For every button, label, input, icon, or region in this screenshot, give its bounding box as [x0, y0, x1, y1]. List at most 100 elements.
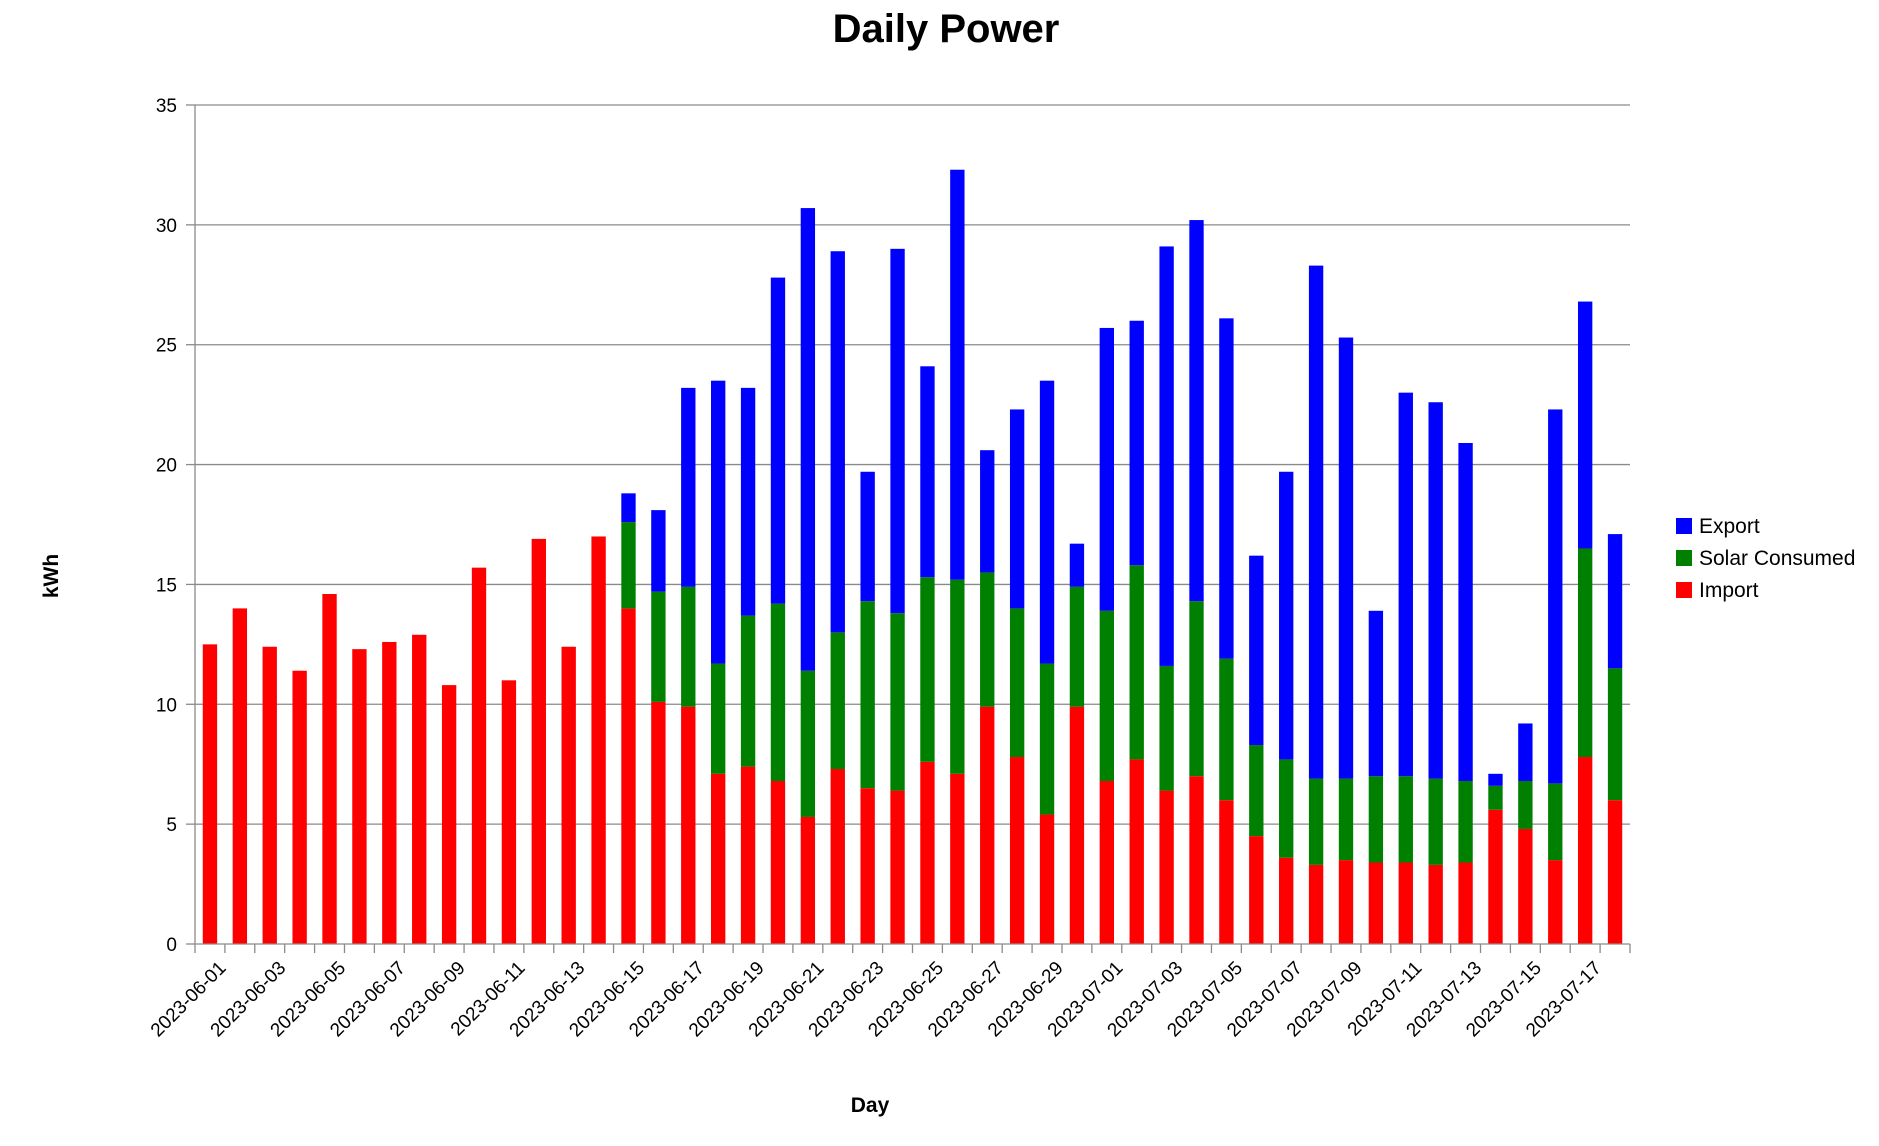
- bar-import-2023-06-22: [830, 769, 845, 944]
- bar-import-2023-06-14: [591, 536, 606, 944]
- y-tick-label: 25: [156, 336, 177, 357]
- y-tick-label: 15: [156, 575, 177, 596]
- bar-solar-consumed-2023-07-01: [1099, 610, 1114, 781]
- bar-solar-consumed-2023-06-21: [800, 670, 816, 817]
- bar-import-2023-06-07: [382, 641, 397, 944]
- axes-layer: [186, 104, 1631, 953]
- bar-import-2023-07-13: [1458, 862, 1473, 944]
- bar-export-2023-07-05: [1219, 318, 1234, 659]
- legend-label-export: Export: [1699, 515, 1760, 538]
- bar-solar-consumed-2023-06-24: [890, 613, 905, 791]
- legend-swatch-export: [1676, 518, 1692, 534]
- bar-export-2023-06-19: [740, 387, 756, 616]
- bar-import-2023-07-14: [1488, 809, 1503, 944]
- bar-solar-consumed-2023-06-25: [920, 577, 935, 762]
- bar-solar-consumed-2023-07-11: [1398, 776, 1413, 863]
- bar-solar-consumed-2023-07-18: [1607, 668, 1623, 801]
- bar-import-2023-07-07: [1279, 857, 1294, 944]
- bar-import-2023-06-06: [352, 649, 367, 944]
- bar-export-2023-07-10: [1368, 610, 1384, 777]
- bar-import-2023-06-23: [860, 788, 875, 944]
- bar-export-2023-07-14: [1488, 773, 1503, 786]
- x-axis-label: Day: [851, 1094, 890, 1117]
- bar-import-2023-07-01: [1099, 780, 1114, 944]
- bar-export-2023-06-28: [1009, 409, 1025, 609]
- bar-export-2023-07-15: [1518, 723, 1533, 781]
- bar-import-2023-06-12: [531, 538, 546, 944]
- y-tick-label: 10: [156, 695, 177, 716]
- bar-solar-consumed-2023-06-16: [651, 591, 666, 702]
- bar-export-2023-07-03: [1159, 246, 1174, 666]
- bar-import-2023-06-27: [980, 706, 995, 944]
- bar-solar-consumed-2023-07-08: [1308, 778, 1324, 865]
- bar-import-2023-06-08: [412, 634, 427, 944]
- bar-import-2023-06-15: [621, 608, 636, 944]
- bar-export-2023-07-09: [1338, 337, 1354, 779]
- bar-export-2023-06-18: [711, 380, 726, 664]
- bar-export-2023-06-16: [651, 510, 666, 592]
- bar-solar-consumed-2023-07-15: [1518, 780, 1533, 829]
- bar-import-2023-06-10: [471, 567, 487, 944]
- bar-export-2023-06-17: [681, 387, 696, 587]
- bar-import-2023-06-24: [890, 790, 905, 944]
- bar-solar-consumed-2023-07-16: [1548, 783, 1563, 861]
- bar-solar-consumed-2023-07-04: [1189, 601, 1204, 777]
- bar-import-2023-06-20: [770, 780, 786, 944]
- bar-import-2023-07-02: [1129, 759, 1144, 944]
- legend-swatch-import: [1676, 582, 1692, 598]
- bar-solar-consumed-2023-07-05: [1219, 658, 1234, 801]
- bar-solar-consumed-2023-07-03: [1159, 665, 1174, 791]
- bar-export-2023-06-27: [980, 450, 995, 573]
- bar-solar-consumed-2023-06-23: [860, 601, 875, 789]
- bar-import-2023-06-18: [711, 773, 726, 944]
- bar-export-2023-06-15: [621, 493, 636, 523]
- bar-export-2023-06-23: [860, 471, 875, 602]
- bar-solar-consumed-2023-06-26: [950, 579, 965, 774]
- bar-import-2023-06-09: [441, 685, 457, 944]
- bar-import-2023-07-17: [1577, 757, 1593, 944]
- bar-import-2023-07-08: [1308, 864, 1324, 944]
- bar-solar-consumed-2023-06-22: [830, 632, 845, 770]
- legend: Export Solar Consumed Import: [1676, 515, 1855, 602]
- bar-export-2023-07-02: [1129, 320, 1144, 566]
- bar-export-2023-07-13: [1458, 442, 1473, 781]
- bar-import-2023-07-05: [1219, 800, 1234, 944]
- bar-import-2023-07-03: [1159, 790, 1174, 944]
- bar-export-2023-06-24: [890, 248, 905, 614]
- bar-import-2023-07-12: [1428, 864, 1443, 944]
- bar-import-2023-06-21: [800, 816, 816, 944]
- y-tick-label: 0: [166, 935, 177, 956]
- bar-export-2023-07-07: [1279, 471, 1294, 760]
- bar-import-2023-06-13: [561, 646, 576, 944]
- bar-solar-consumed-2023-07-10: [1368, 776, 1384, 863]
- bar-import-2023-06-29: [1039, 814, 1055, 944]
- bar-import-2023-07-06: [1249, 836, 1264, 944]
- bar-solar-consumed-2023-06-18: [711, 663, 726, 774]
- bar-solar-consumed-2023-06-17: [681, 586, 696, 707]
- bar-solar-consumed-2023-07-14: [1488, 785, 1503, 810]
- bar-export-2023-06-22: [830, 251, 845, 633]
- bar-solar-consumed-2023-06-30: [1069, 586, 1085, 707]
- bar-import-2023-07-15: [1518, 828, 1533, 944]
- bar-import-2023-07-16: [1548, 860, 1563, 944]
- bar-export-2023-06-29: [1039, 380, 1055, 664]
- bar-solar-consumed-2023-06-29: [1039, 663, 1055, 815]
- bar-export-2023-07-17: [1577, 301, 1593, 549]
- bar-import-2023-06-28: [1009, 757, 1025, 944]
- bar-solar-consumed-2023-06-19: [740, 615, 756, 767]
- bars-layer: [202, 169, 1623, 944]
- y-tick-label: 20: [156, 456, 177, 477]
- bar-export-2023-06-21: [800, 208, 816, 671]
- bar-import-2023-06-02: [232, 608, 248, 944]
- legend-label-import: Import: [1699, 579, 1759, 602]
- legend-swatch-solar-consumed: [1676, 550, 1692, 566]
- bar-export-2023-07-12: [1428, 402, 1443, 779]
- bar-solar-consumed-2023-07-06: [1249, 745, 1264, 837]
- bar-export-2023-07-06: [1249, 555, 1264, 746]
- bar-import-2023-06-11: [501, 680, 517, 944]
- bar-import-2023-07-09: [1338, 860, 1354, 944]
- bar-export-2023-06-30: [1069, 543, 1085, 587]
- bar-export-2023-07-18: [1607, 534, 1623, 669]
